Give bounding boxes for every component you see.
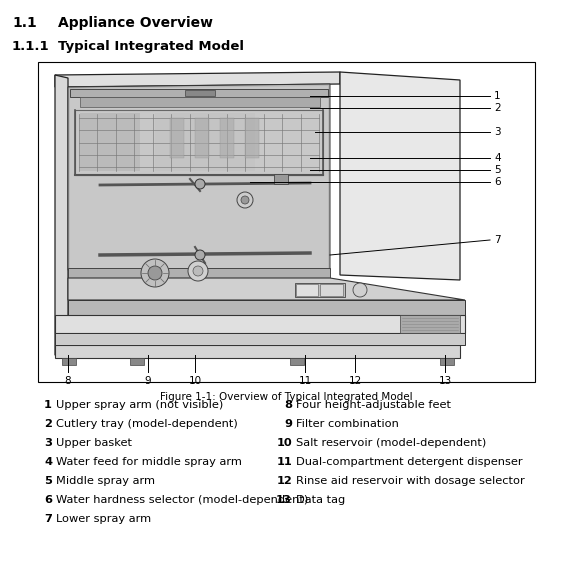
Bar — [195, 118, 209, 158]
Text: 10: 10 — [188, 376, 202, 386]
Bar — [185, 90, 215, 96]
Text: Upper basket: Upper basket — [56, 438, 132, 448]
Text: 1.1.1: 1.1.1 — [12, 40, 50, 53]
Text: 1.1: 1.1 — [12, 16, 37, 30]
Text: Rinse aid reservoir with dosage selector: Rinse aid reservoir with dosage selector — [296, 476, 525, 486]
Circle shape — [353, 283, 367, 297]
Bar — [295, 283, 345, 297]
Text: 8: 8 — [284, 400, 292, 410]
Bar — [170, 118, 184, 158]
Text: 3: 3 — [494, 127, 501, 137]
Text: 8: 8 — [65, 376, 71, 386]
Bar — [80, 97, 320, 107]
Polygon shape — [400, 315, 460, 333]
Text: 13: 13 — [276, 495, 292, 505]
Text: 10: 10 — [276, 438, 292, 448]
Text: 11: 11 — [299, 376, 312, 386]
Text: Figure 1-1: Overview of Typical Integrated Model: Figure 1-1: Overview of Typical Integrat… — [160, 392, 412, 402]
Bar — [320, 284, 343, 296]
Text: 4: 4 — [494, 153, 501, 163]
Text: 2: 2 — [44, 419, 52, 429]
Text: Dual-compartment detergent dispenser: Dual-compartment detergent dispenser — [296, 457, 522, 467]
Polygon shape — [55, 345, 460, 358]
Polygon shape — [68, 278, 465, 300]
Bar — [70, 89, 328, 97]
Circle shape — [237, 192, 253, 208]
Bar — [80, 113, 140, 171]
Text: 12: 12 — [348, 376, 361, 386]
Polygon shape — [55, 315, 465, 333]
Text: Salt reservoir (model-dependent): Salt reservoir (model-dependent) — [296, 438, 486, 448]
Text: 1: 1 — [44, 400, 52, 410]
Circle shape — [148, 266, 162, 280]
Text: 6: 6 — [494, 177, 501, 187]
Text: Four height-adjustable feet: Four height-adjustable feet — [296, 400, 451, 410]
Text: 13: 13 — [439, 376, 452, 386]
Bar — [245, 118, 259, 158]
Text: Middle spray arm: Middle spray arm — [56, 476, 155, 486]
Polygon shape — [55, 72, 340, 87]
Text: 4: 4 — [44, 457, 52, 467]
Text: Cutlery tray (model-dependent): Cutlery tray (model-dependent) — [56, 419, 238, 429]
Bar — [130, 358, 144, 365]
Text: 2: 2 — [494, 103, 501, 113]
Polygon shape — [68, 300, 465, 315]
Text: 6: 6 — [44, 495, 52, 505]
Text: Water feed for middle spray arm: Water feed for middle spray arm — [56, 457, 242, 467]
Text: Filter combination: Filter combination — [296, 419, 399, 429]
Bar — [274, 174, 288, 184]
Circle shape — [241, 196, 249, 204]
Text: Data tag: Data tag — [296, 495, 345, 505]
Polygon shape — [55, 333, 465, 345]
Text: Upper spray arm (not visible): Upper spray arm (not visible) — [56, 400, 223, 410]
Polygon shape — [68, 84, 330, 270]
Circle shape — [195, 250, 205, 260]
Bar — [62, 358, 76, 365]
Polygon shape — [68, 268, 330, 278]
Text: 3: 3 — [44, 438, 52, 448]
Text: 1: 1 — [494, 91, 501, 101]
Circle shape — [193, 266, 203, 276]
Text: Water hardness selector (model-dependent): Water hardness selector (model-dependent… — [56, 495, 308, 505]
Circle shape — [141, 259, 169, 287]
Bar — [75, 110, 323, 175]
Bar — [220, 118, 234, 158]
Text: 11: 11 — [276, 457, 292, 467]
Text: Appliance Overview: Appliance Overview — [58, 16, 213, 30]
Text: 7: 7 — [494, 235, 501, 245]
Bar — [296, 284, 318, 296]
Text: 9: 9 — [144, 376, 151, 386]
Text: 5: 5 — [494, 165, 501, 175]
Text: 5: 5 — [44, 476, 52, 486]
Bar — [290, 358, 304, 365]
Polygon shape — [340, 72, 460, 280]
Bar — [155, 113, 255, 171]
Text: 9: 9 — [284, 419, 292, 429]
Polygon shape — [55, 75, 68, 358]
Bar — [440, 358, 454, 365]
Circle shape — [195, 179, 205, 189]
Text: 12: 12 — [276, 476, 292, 486]
Text: Typical Integrated Model: Typical Integrated Model — [58, 40, 244, 53]
Text: 7: 7 — [44, 514, 52, 524]
Circle shape — [188, 261, 208, 281]
Bar — [38, 62, 535, 382]
Text: Lower spray arm: Lower spray arm — [56, 514, 151, 524]
Polygon shape — [70, 86, 328, 268]
